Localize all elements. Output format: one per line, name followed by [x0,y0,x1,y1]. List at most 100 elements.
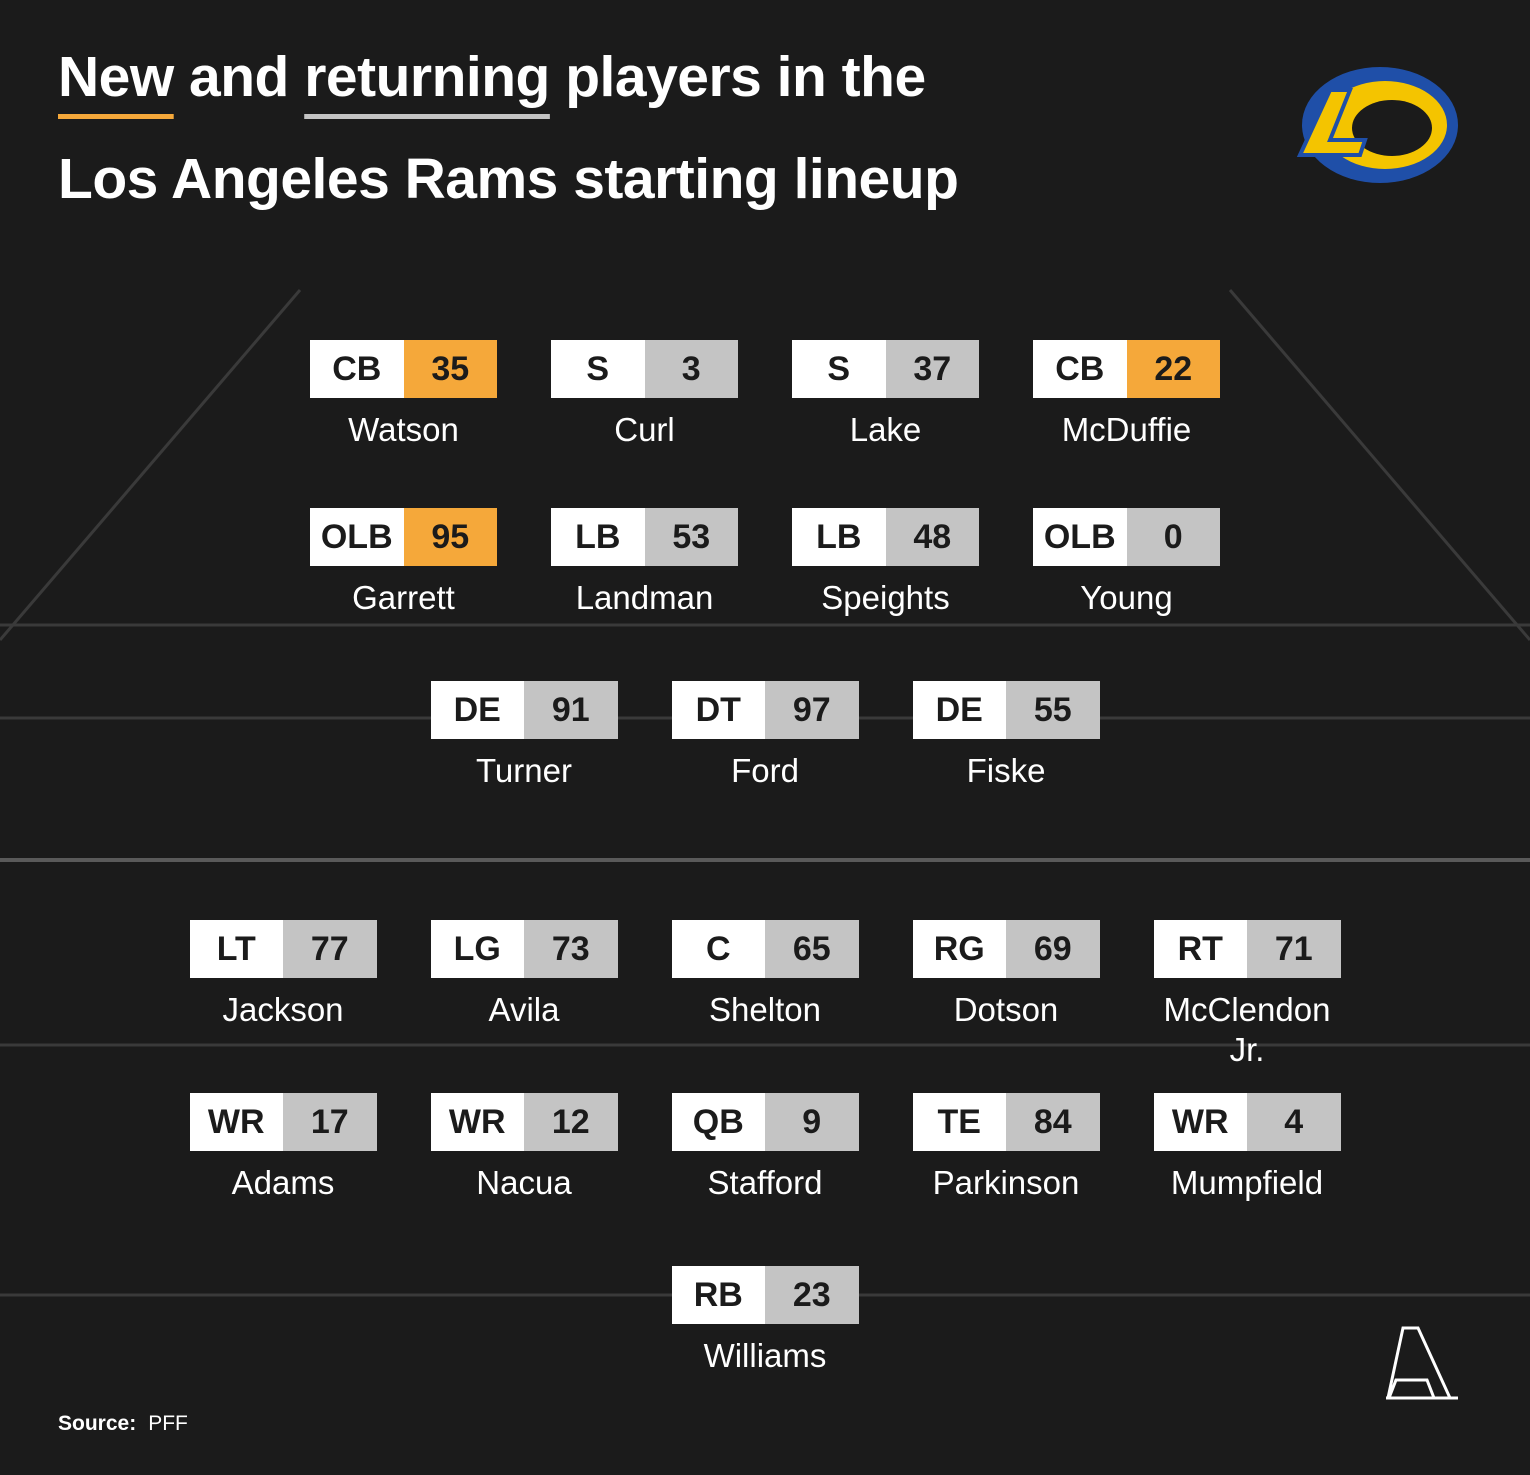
player-name: Speights [821,579,950,616]
player-name: Parkinson [932,1164,1080,1201]
position: CB [310,340,404,398]
position: RG [912,920,1006,978]
jersey-number: 37 [885,340,979,398]
player-name: Curl [614,411,675,448]
player-card: RT 71 [1153,920,1341,978]
position: CB [1033,340,1127,398]
jersey-number: 84 [1006,1093,1100,1151]
jersey-number: 35 [403,340,497,398]
jersey-number: 48 [885,508,979,566]
position: LT [189,920,283,978]
player-name: Landman [575,579,714,616]
position: S [792,340,886,398]
player-card: WR 12 [430,1093,618,1151]
position: C [671,920,765,978]
player-name: Mumpfield [1170,1164,1324,1201]
jersey-number: 17 [283,1093,377,1151]
player-name: Nacua [476,1164,572,1201]
player-card: LT 77 [189,920,377,978]
position: OLB [1033,508,1127,566]
jersey-number: 69 [1006,920,1100,978]
player-card: DE 55 [912,681,1100,739]
field-lines [0,289,1530,1297]
jersey-number: 22 [1126,340,1220,398]
source: Source: PFF [58,1412,188,1436]
jersey-number: 95 [403,508,497,566]
logo-ring [1352,100,1432,156]
player-name: Ford [731,752,799,789]
position: QB [671,1093,765,1151]
player-card: DE 91 [430,681,618,739]
player-card: QB 9 [671,1093,859,1151]
jersey-number: 9 [765,1093,859,1151]
jersey-number: 65 [765,920,859,978]
title-line: New and returning players in the [58,44,926,110]
player-name: Watson [348,411,459,448]
jersey-number: 55 [1006,681,1100,739]
position: DE [912,681,1006,739]
title-segment: returning [304,45,550,109]
position: LB [551,508,645,566]
jersey-number: 53 [644,508,738,566]
player-name: Jackson [222,991,344,1028]
jersey-number: 3 [644,340,738,398]
jersey-number: 73 [524,920,618,978]
source-label: Source: [58,1412,137,1435]
player-name: Young [1080,579,1173,616]
jersey-number: 4 [1247,1093,1341,1151]
position: RB [671,1266,765,1324]
position: DT [671,681,765,739]
team-logo [1296,67,1458,183]
jersey-number: 71 [1247,920,1341,978]
title-segment: players in the [549,45,926,109]
position: RT [1153,920,1247,978]
player-card: OLB 95 [310,508,497,566]
position: DE [430,681,524,739]
jersey-number: 0 [1126,508,1220,566]
player-name: McDuffie [1061,411,1192,448]
publisher-logo [1386,1326,1458,1400]
jersey-number: 97 [765,681,859,739]
sideline [1228,289,1530,641]
sideline [0,289,302,641]
position: S [551,340,645,398]
player-name: Garrett [352,579,455,616]
player-name: McClendon Jr. [1163,991,1331,1068]
player-name: Avila [488,991,560,1028]
jersey-number: 23 [765,1266,859,1324]
logo-letter [1386,1326,1453,1400]
player-card: CB 35 [310,340,497,398]
title-segment: and [173,45,305,109]
player-card: OLB 0 [1033,508,1220,566]
player-name: Turner [476,752,572,789]
player-card: S 37 [792,340,979,398]
position: WR [189,1093,283,1151]
position: WR [1153,1093,1247,1151]
title-segment: New [58,45,174,109]
player-card: C 65 [671,920,859,978]
player-card: RB 23 [671,1266,859,1324]
position: TE [912,1093,1006,1151]
source-text: PFF [148,1412,188,1435]
player-name: Lake [849,411,922,448]
player-name: Adams [231,1164,335,1201]
player-card: LG 73 [430,920,618,978]
jersey-number: 12 [524,1093,618,1151]
player-name: Williams [703,1337,827,1374]
player-card: TE 84 [912,1093,1100,1151]
position: WR [430,1093,524,1151]
player-name: Dotson [953,991,1059,1028]
title-line: Los Angeles Rams starting lineup [58,147,959,211]
player-card: WR 17 [189,1093,377,1151]
position: LB [792,508,886,566]
logo-letter [1296,88,1368,157]
player-name: Stafford [707,1164,823,1201]
player-name: Shelton [709,991,821,1028]
jersey-number: 91 [524,681,618,739]
position: LG [430,920,524,978]
player-card: CB 22 [1033,340,1220,398]
jersey-number: 77 [283,920,377,978]
player-card: LB 53 [551,508,738,566]
